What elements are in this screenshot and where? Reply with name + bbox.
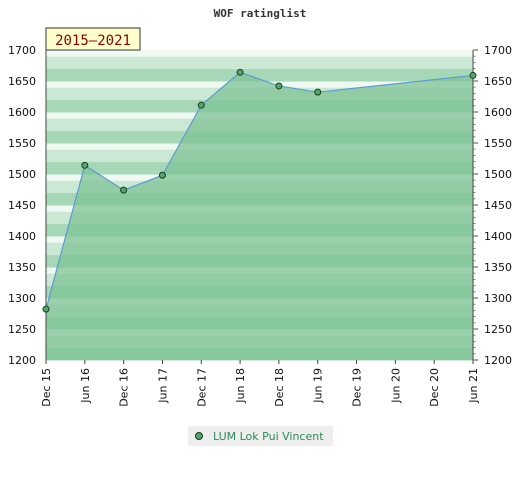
y-tick-left-1450: 1450 [8, 199, 36, 212]
x-tick-label-8: Dec 19 [351, 368, 364, 407]
data-point-1 [81, 161, 89, 169]
data-point-7 [314, 88, 322, 96]
x-tick-label-7: Jun 19 [312, 368, 325, 404]
y-tick-right-1650: 1650 [484, 75, 512, 88]
x-tick-label-3: Jun 17 [156, 368, 169, 404]
y-axis-left: 1200 1250 1300 1350 1400 1450 1500 1550 1600 1650… [8, 44, 36, 367]
background-band-46 [46, 68, 473, 76]
y-tick-left-1550: 1550 [8, 137, 36, 150]
y-tick-left-1600: 1600 [8, 106, 36, 119]
x-tick-label-4: Dec 17 [195, 368, 208, 407]
x-tick-label-10: Dec 20 [428, 368, 441, 407]
data-point-0 [42, 305, 50, 313]
data-point-4 [197, 101, 205, 109]
y-axis-right: 1200 1250 1300 1350 1400 1450 1500 1550 1600 1650… [473, 44, 512, 367]
background-band-48 [46, 56, 473, 63]
y-tick-right-1450: 1450 [484, 199, 512, 212]
y-tick-left-1250: 1250 [8, 323, 36, 336]
legend: LUM Lok Pui Vincent [188, 426, 333, 446]
x-tick-label-1: Jun 16 [79, 368, 92, 404]
x-tick-label-2: Dec 16 [118, 368, 131, 407]
data-point-6 [275, 82, 283, 90]
background-band-47 [46, 62, 473, 70]
period-badge-text: 2015–2021 [55, 33, 131, 49]
data-point-3 [158, 171, 166, 179]
y-tick-right-1550: 1550 [484, 137, 512, 150]
y-tick-right-1300: 1300 [484, 292, 512, 305]
y-tick-right-1400: 1400 [484, 230, 512, 243]
data-point-8 [469, 71, 477, 79]
y-tick-right-1200: 1200 [484, 354, 512, 367]
x-axis: Dec 15 Jun 16 Dec 16 Jun 17 Dec 17 Jun 18 Dec … [40, 360, 480, 407]
x-tick-label-0: Dec 15 [40, 368, 53, 407]
series-area [46, 72, 473, 360]
y-tick-right-1700: 1700 [484, 44, 512, 57]
background-band-49 [46, 50, 473, 57]
y-tick-left-1350: 1350 [8, 261, 36, 274]
x-tick-label-5: Jun 18 [234, 368, 247, 404]
y-tick-right-1250: 1250 [484, 323, 512, 336]
y-tick-left-1400: 1400 [8, 230, 36, 243]
x-tick-label-11: Jun 21 [467, 368, 480, 404]
y-tick-right-1500: 1500 [484, 168, 512, 181]
data-point-5 [236, 68, 244, 76]
y-tick-right-1350: 1350 [484, 261, 512, 274]
data-markers [42, 68, 477, 313]
chart-title: WOF ratinglist [214, 7, 307, 20]
y-tick-left-1200: 1200 [8, 354, 36, 367]
y-tick-left-1650: 1650 [8, 75, 36, 88]
legend-label: LUM Lok Pui Vincent [213, 429, 324, 443]
legend-marker-icon [195, 432, 203, 440]
y-tick-left-1300: 1300 [8, 292, 36, 305]
y-tick-left-1700: 1700 [8, 44, 36, 57]
y-tick-left-1500: 1500 [8, 168, 36, 181]
y-tick-right-1600: 1600 [484, 106, 512, 119]
x-tick-label-6: Dec 18 [273, 368, 286, 407]
data-point-2 [120, 186, 128, 194]
background-band-45 [46, 74, 473, 82]
x-tick-label-9: Jun 20 [389, 368, 402, 404]
period-badge: 2015–2021 [45, 27, 141, 51]
